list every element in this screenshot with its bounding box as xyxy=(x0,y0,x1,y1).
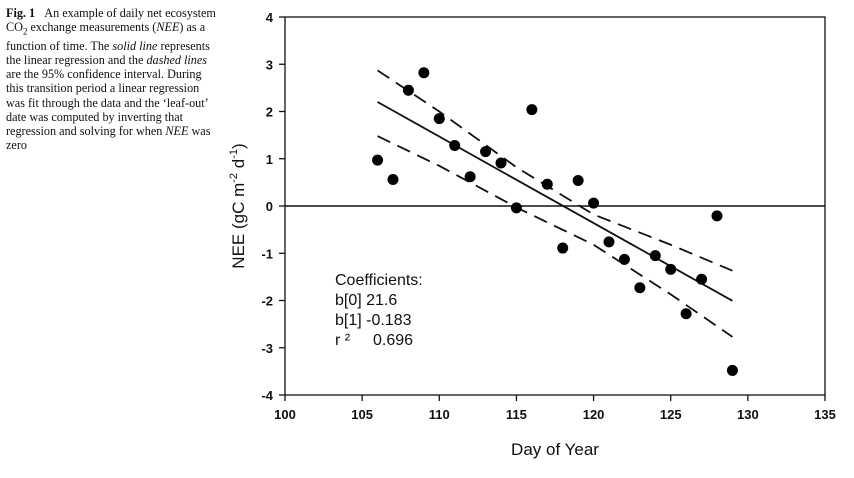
y-tick-label: 2 xyxy=(266,105,273,120)
caption-co2-subscript: 2 xyxy=(22,26,28,37)
x-tick-label: 120 xyxy=(583,407,605,422)
x-tick-label: 125 xyxy=(660,407,682,422)
data-point xyxy=(603,236,615,248)
y-tick-label: 0 xyxy=(266,199,273,214)
x-tick-label: 110 xyxy=(429,407,450,422)
data-point xyxy=(480,146,492,158)
data-point xyxy=(387,174,399,186)
x-tick-label: 135 xyxy=(814,407,836,422)
figure-caption: Fig. 1 An example of daily net ecosystem… xyxy=(6,6,216,152)
x-tick-label: 100 xyxy=(274,407,296,422)
data-points xyxy=(372,67,738,376)
data-point xyxy=(634,282,646,294)
data-point xyxy=(464,171,476,183)
caption-text-3: ) as a function of time. The xyxy=(6,20,206,53)
y-axis-title-part-3: ) xyxy=(229,143,248,149)
data-point xyxy=(665,263,677,275)
caption-text-2: exchange measurements ( xyxy=(27,20,157,35)
caption-nee-term-2: NEE xyxy=(165,124,189,139)
y-axis-title-part-1: NEE (gC m xyxy=(229,183,248,269)
data-point xyxy=(372,154,384,166)
regression-solid-line xyxy=(377,101,733,302)
y-tick-label: 4 xyxy=(266,10,274,25)
caption-text-4: represents the linear regression and the xyxy=(6,38,210,68)
coefficients-title: Coefficients: xyxy=(335,272,423,289)
data-point xyxy=(680,308,692,320)
y-axis-ticks: -4 -3 -2 -1 0 1 2 3 4 xyxy=(261,10,285,403)
y-tick-label: -1 xyxy=(261,246,273,261)
y-tick-label: 3 xyxy=(266,57,273,72)
coefficient-b1: b[1] -0.183 xyxy=(335,312,412,329)
x-axis-title: Day of Year xyxy=(511,440,599,459)
y-axis-title-part-2: d xyxy=(229,159,248,173)
confidence-upper-dashed-line xyxy=(377,69,733,272)
coefficient-r2-label: r ² xyxy=(335,332,351,349)
y-tick-label: -4 xyxy=(261,388,273,403)
y-axis-title: NEE (gC m-2 d-1) xyxy=(228,143,248,268)
data-point xyxy=(696,273,708,285)
data-point xyxy=(449,140,461,152)
data-point xyxy=(726,364,738,376)
data-point xyxy=(541,178,553,190)
y-axis-title-sup-2: -1 xyxy=(228,149,240,159)
data-point xyxy=(618,253,630,265)
data-point xyxy=(433,113,445,125)
y-tick-label: -2 xyxy=(261,294,273,309)
data-point xyxy=(557,242,569,254)
y-tick-label: 1 xyxy=(266,152,273,167)
data-point xyxy=(495,157,507,169)
caption-solid-line-term: solid line xyxy=(112,38,158,53)
data-point xyxy=(526,104,538,116)
data-point xyxy=(649,250,661,262)
data-point xyxy=(711,210,723,222)
caption-text-1: An example of daily net ecosystem CO xyxy=(6,6,216,35)
confidence-lower-dashed-line xyxy=(377,135,733,338)
data-point xyxy=(572,174,584,186)
caption-dashed-lines-term: dashed lines xyxy=(146,53,208,68)
caption-text-6: was zero xyxy=(6,124,211,153)
x-tick-label: 105 xyxy=(351,407,373,422)
data-point xyxy=(510,202,522,214)
coefficient-r2-value: 0.696 xyxy=(373,332,413,349)
data-point xyxy=(402,84,414,96)
x-tick-label: 115 xyxy=(506,407,527,422)
y-tick-label: -3 xyxy=(261,341,273,356)
y-axis-title-sup-1: -2 xyxy=(228,173,240,183)
caption-text-5: are the 95% confidence interval. During … xyxy=(6,67,208,139)
caption-nee-term: NEE xyxy=(156,20,180,35)
data-point xyxy=(418,67,430,79)
figure-label: Fig. 1 xyxy=(6,6,36,20)
data-point xyxy=(588,197,600,209)
x-tick-label: 130 xyxy=(737,407,759,422)
x-axis-ticks: 100 105 110 115 120 125 130 135 xyxy=(274,395,836,422)
coefficient-b0: b[0] 21.6 xyxy=(335,292,397,309)
